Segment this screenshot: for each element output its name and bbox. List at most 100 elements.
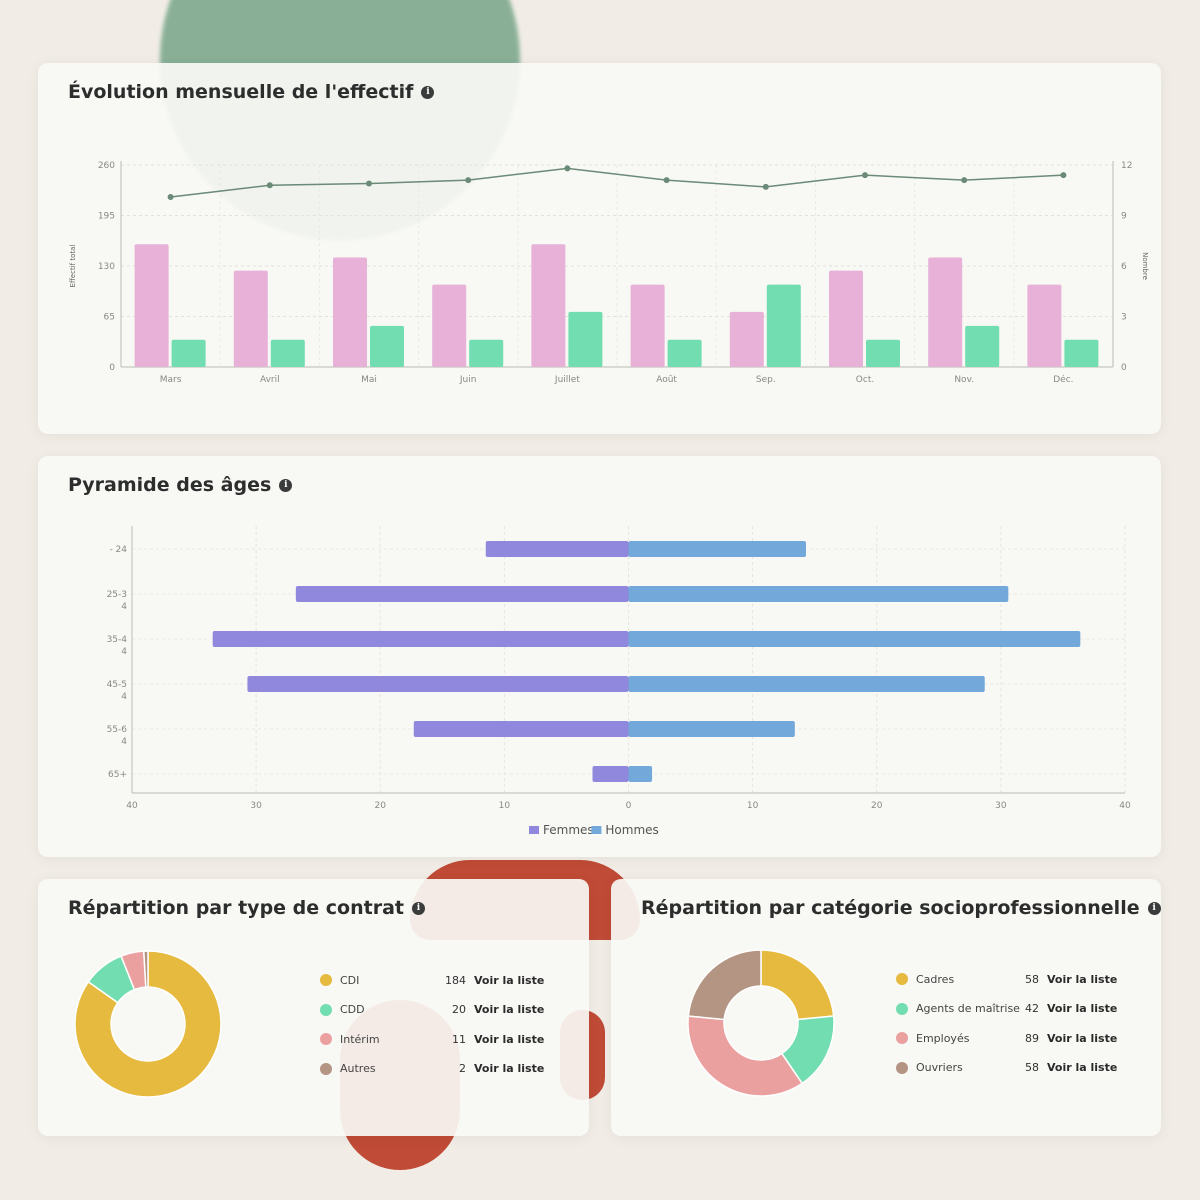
voir-la-liste-link[interactable]: Voir la liste [474,1062,545,1075]
legend-label: CDI [340,973,360,987]
age-pyramid-chart: 40 30 20 10 0 10 20 30 40 - 24 25-3 4 35-4 4 45-5 4 55-6… [107,526,1131,837]
y2-tick-label: 6 [1121,262,1127,272]
x-tick-label: Juin [459,375,477,385]
info-icon[interactable]: i [421,85,435,99]
legend-label: Femmes [543,823,594,837]
bar [432,284,467,367]
y2-tick-label: 3 [1121,313,1127,323]
x-tick-label: Nov. [954,375,974,385]
voir-la-liste-link[interactable]: Voir la liste [1047,1002,1118,1015]
age-pyramid-card: Pyramide des âges i 40 30 20 10 0 10 20 30 40 - 2… [38,456,1161,857]
legend-count: 42 [1025,1002,1039,1015]
bar [568,311,603,367]
bar [965,325,1000,367]
legend-color-dot [896,1032,908,1044]
bar [413,721,629,737]
bar [370,325,404,367]
x-tick-label: 20 [375,801,387,811]
x-tick-label: Juillet [554,375,580,385]
bar [866,339,900,367]
x-tick-label: Déc. [1053,374,1073,385]
monthly-evolution-card: Évolution mensuelle de l'effectif i 0 65 1… [38,63,1161,434]
legend-label: Agents de maîtrise [916,1002,1020,1015]
donut-slice [687,949,762,1021]
x-tick-label: 30 [995,801,1007,811]
legend-color-dot [320,1062,332,1075]
bar [628,541,806,557]
bar [469,339,504,367]
y-tick-label: 55-6 [107,725,128,735]
info-icon[interactable]: i [279,478,293,492]
x-tick-label: 30 [250,801,262,811]
legend-label: Autres [340,1062,376,1075]
bar [729,311,764,367]
legend-swatch [591,826,602,834]
legend-label: Intérim [340,1032,380,1046]
legend-label: Hommes [605,823,658,837]
bar [628,721,795,737]
y-tick-label: 0 [109,363,115,373]
bar [531,244,566,367]
voir-la-liste-link[interactable]: Voir la liste [474,1003,545,1016]
y-tick-label: 65 [104,313,115,323]
y-tick-label-cont: 4 [121,737,127,747]
bar [592,766,629,782]
voir-la-liste-link[interactable]: Voir la liste [474,973,545,987]
contract-legend: CDI 184 Voir la liste CDD 20 Voir la liste Int… [320,972,580,1092]
csp-title: Répartition par catégorie socioprofessio… [641,897,1161,919]
donut-slice [760,949,835,1021]
x-tick-label: 10 [747,801,759,811]
y2-tick-label: 0 [1121,363,1127,373]
line-point [366,180,372,187]
voir-la-liste-link[interactable]: Voir la liste [1047,1061,1118,1074]
line-point [564,165,571,172]
x-tick-label: Oct. [856,375,874,385]
info-icon[interactable]: i [1147,901,1161,915]
bar [295,586,629,602]
y-tick-label-cont: 4 [121,602,127,612]
x-tick-label: Août [656,375,677,385]
legend-label: CDD [340,1003,365,1016]
x-tick-label: 0 [626,801,632,811]
x-tick-label: Sep. [756,375,776,385]
line-point [961,177,968,184]
voir-la-liste-link[interactable]: Voir la liste [474,1032,545,1046]
legend-swatch [529,826,539,834]
bar [212,631,629,647]
legend-label: Employés [916,1031,970,1045]
line-point [465,177,472,184]
y-tick-label: 25-3 [107,590,127,600]
y-tick-label: 260 [98,161,115,171]
legend-row: Agents de maîtrise 42 Voir la liste [896,1001,1117,1017]
legend-row: Cadres 58 Voir la liste [896,971,1117,987]
card-title-text: Répartition par type de contrat [68,897,404,919]
voir-la-liste-link[interactable]: Voir la liste [1047,972,1118,986]
donut-slice [687,1015,804,1097]
legend-row: Ouvriers 58 Voir la liste [896,1060,1117,1076]
legend-color-dot [320,974,332,986]
line-point [862,172,868,179]
age-pyramid-title: Pyramide des âges i [68,474,293,496]
x-tick-label: 20 [871,801,883,811]
info-icon[interactable]: i [411,901,425,915]
monthly-evolution-title: Évolution mensuelle de l'effectif i [68,81,435,103]
y-tick-label: 195 [98,212,115,222]
y2-tick-label: 12 [1121,161,1132,171]
y2-axis-title: Nombre [1141,252,1149,280]
legend-row: Autres 2 Voir la liste [320,1061,544,1077]
legend-color-dot [320,1003,332,1016]
csp-card: Répartition par catégorie socioprofessio… [611,879,1161,1136]
y-tick-label-cont: 4 [121,647,127,657]
y-tick-label: 45-5 [107,680,127,690]
card-title-text: Pyramide des âges [68,474,272,496]
legend-count: 89 [1025,1031,1039,1045]
voir-la-liste-link[interactable]: Voir la liste [1047,1031,1118,1045]
legend-count: 11 [452,1032,466,1046]
y-tick-label: 130 [98,262,115,272]
donut-slice [74,950,222,1098]
bar [233,270,268,367]
y-tick-label: 35-4 [107,635,128,645]
y-tick-label: - 24 [109,545,127,555]
legend-count: 2 [459,1062,466,1075]
x-tick-label: 40 [1119,801,1131,811]
